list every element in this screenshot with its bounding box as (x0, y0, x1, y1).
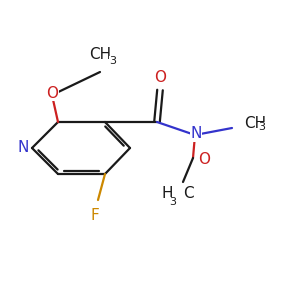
Text: 3: 3 (109, 56, 116, 66)
Text: F: F (91, 208, 99, 223)
Text: 3: 3 (169, 197, 176, 207)
Text: N: N (190, 127, 202, 142)
Text: CH: CH (244, 116, 266, 130)
Text: N: N (18, 140, 29, 155)
Text: C: C (183, 187, 194, 202)
Text: H: H (161, 187, 173, 202)
Text: O: O (46, 85, 58, 100)
Text: O: O (154, 70, 166, 85)
Text: O: O (198, 152, 210, 166)
Text: 3: 3 (258, 122, 265, 132)
Text: CH: CH (89, 47, 111, 62)
